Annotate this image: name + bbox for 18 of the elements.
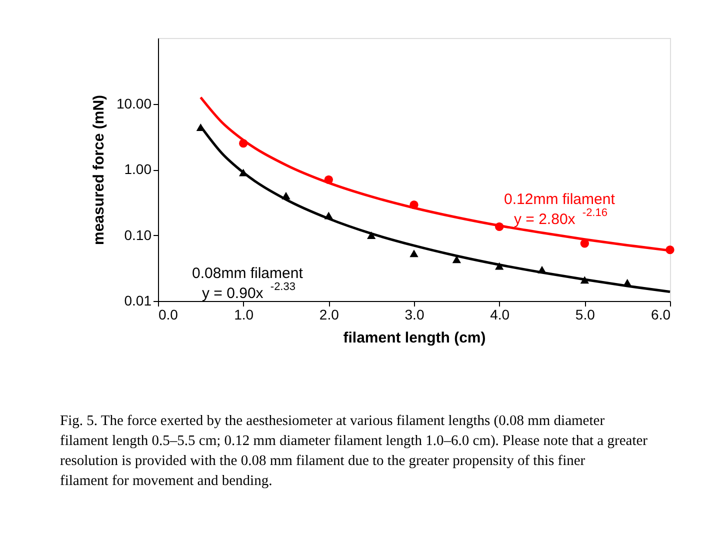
text: 0.08mm filament	[192, 265, 304, 282]
y-tick-label: 10.00	[116, 95, 152, 112]
x-axis-title: filament length (cm)	[343, 330, 486, 346]
x-tick-label: 1.0	[234, 306, 254, 322]
x-tick-label: 3.0	[404, 306, 424, 322]
annotation: y = 0.90x-2.33	[202, 281, 296, 302]
x-tick-label: 2.0	[319, 306, 340, 322]
y-tick-label: 0.01	[124, 292, 152, 308]
caption: Fig. 5. The force exerted by the aesthesiometer at various filament lengths (0.08 mm diameter filament length 0.5–5.5 cm; 0.12 mm diameter filament length 1.0–6.0 cm). Please note that a greater resolution is provided with the 0.08 mm filament due to the greater propensity of this finer filament for movement and bending.	[60, 413, 648, 489]
x-tick-label: 4.0	[490, 306, 510, 322]
x-tick-label: 0.0	[158, 306, 178, 322]
y-tick-label: 1.00	[124, 161, 152, 177]
x-tick-label: 6.0	[651, 306, 671, 322]
series-label: 0.12mm filament	[504, 191, 616, 208]
annotation: y = 2.80x-2.16	[514, 207, 608, 228]
x-tick-label: 5.0	[575, 306, 596, 322]
y-axis-title: measured force (mN)	[90, 94, 108, 246]
y-tick-label: 0.10	[124, 226, 152, 243]
